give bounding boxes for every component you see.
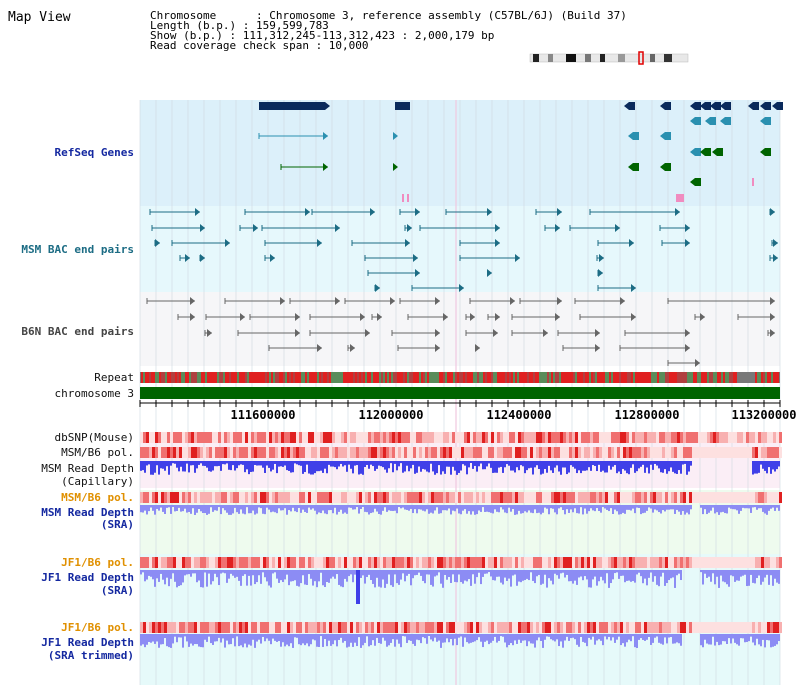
label-msm-depth-sra-1: MSM Read Depth xyxy=(41,506,134,519)
label-jf1-trim-2: (SRA trimmed) xyxy=(47,649,134,662)
label-msm-depth-cap-1: MSM Read Depth xyxy=(41,462,134,475)
label-b6n-bac[interactable]: B6N BAC end pairs xyxy=(21,325,134,338)
chromosome-bar xyxy=(140,387,780,399)
repeat-track xyxy=(140,372,780,383)
tick-label-1: 111600000 xyxy=(230,408,295,422)
label-repeat: Repeat xyxy=(94,371,134,384)
b6n-bac-glyphs[interactable] xyxy=(146,297,775,367)
info-length: Length (b.p.) : 159,599,783 xyxy=(150,19,329,32)
chromosome-ideogram[interactable] xyxy=(529,51,689,65)
position-axis xyxy=(139,400,781,407)
tick-label-3: 112400000 xyxy=(486,408,551,422)
info-show: Show (b.p.) : 111,312,245-113,312,423 : … xyxy=(150,29,495,42)
tick-label-4: 112800000 xyxy=(614,408,679,422)
label-dbsnp: dbSNP(Mouse) xyxy=(54,431,134,444)
label-jf1-depth-2: (SRA) xyxy=(100,584,134,597)
label-msm-pol-2: MSM/B6 pol. xyxy=(61,491,134,504)
label-msm-bac[interactable]: MSM BAC end pairs xyxy=(21,243,134,256)
label-refseq-genes[interactable]: RefSeq Genes xyxy=(54,146,134,159)
label-chromosome: chromosome 3 xyxy=(54,387,134,400)
label-msm-depth-cap-2: (Capillary) xyxy=(61,475,134,488)
label-msm-depth-sra-2: (SRA) xyxy=(100,518,134,531)
depth-tracks xyxy=(140,461,780,648)
refseq-gene-glyphs[interactable] xyxy=(258,102,783,202)
heat-tracks xyxy=(140,432,782,633)
info-coverage: Read coverage check span : 10,000 xyxy=(150,39,369,52)
label-msm-pol-1: MSM/B6 pol. xyxy=(61,446,134,459)
info-chromosome: Chromosome : Chromosome 3, reference ass… xyxy=(150,9,627,22)
label-jf1-pol-1: JF1/B6 pol. xyxy=(61,556,134,569)
page-title: Map View xyxy=(8,10,71,25)
tick-label-2: 112000000 xyxy=(358,408,423,422)
tick-label-5: 113200000 xyxy=(731,408,796,422)
label-jf1-pol-2: JF1/B6 pol. xyxy=(61,621,134,634)
label-jf1-trim-1: JF1 Read Depth xyxy=(41,636,134,649)
msm-bac-glyphs[interactable] xyxy=(149,208,778,292)
label-jf1-depth-1: JF1 Read Depth xyxy=(41,571,134,584)
